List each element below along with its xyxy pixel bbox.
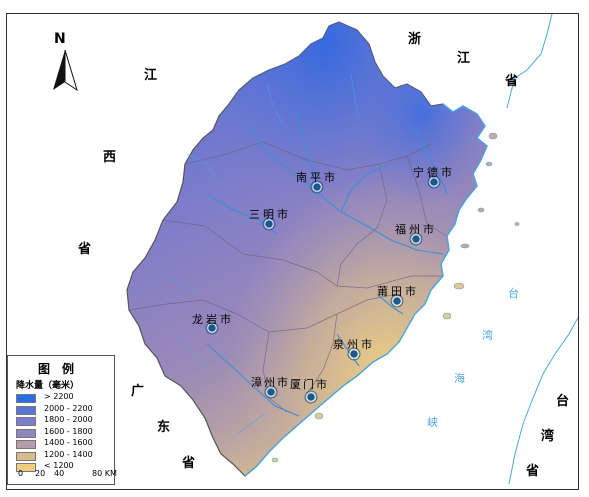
province-label-jiangxi-2: 西 — [103, 150, 117, 165]
north-label: N — [54, 31, 66, 47]
legend-swatch — [16, 451, 36, 461]
city-label-nanping: 南平市 — [296, 171, 338, 184]
city-marker-xiamen — [306, 392, 316, 402]
coastline — [244, 103, 488, 477]
legend-row: 1600 - 1800 — [16, 426, 112, 439]
city-marker-putian — [392, 296, 402, 306]
city-marker-zhangzhou — [266, 387, 276, 397]
city-label-ningde: 宁德市 — [413, 166, 455, 179]
zhejiang-coastline — [506, 14, 553, 109]
city-marker-longyan — [207, 323, 217, 333]
legend-label: 2000 - 2200 — [44, 403, 93, 413]
legend-swatch — [16, 417, 36, 426]
province-label-zhejiang-2: 江 — [457, 51, 471, 66]
city-marker-sanming — [264, 219, 274, 229]
province-label-taiwan-3: 省 — [526, 464, 540, 479]
legend-subtitle: 降水量（毫米） — [16, 381, 80, 391]
coastal-islands — [271, 132, 520, 463]
province-label-zhejiang-1: 浙 — [408, 32, 422, 47]
legend-swatch — [16, 428, 36, 438]
legend-label: 1200 - 1400 — [44, 449, 93, 459]
legend-row: > 2200 — [16, 392, 112, 404]
map-canvas — [13, 14, 578, 485]
city-marker-quanzhou — [349, 349, 359, 359]
legend-row: 2000 - 2200 — [16, 403, 112, 416]
legend-row: 1200 - 1400 — [16, 449, 112, 462]
taiwan-coastline — [508, 316, 578, 485]
city-label-zhangzhou: 漳州市 — [251, 376, 290, 389]
sea-label-3: 海 — [454, 372, 465, 385]
province-label-jiangxi-3: 省 — [78, 242, 92, 257]
scale-tick-0: 0 — [18, 469, 24, 478]
city-marker-ningde — [429, 177, 439, 187]
legend-row: < 1200 — [16, 461, 112, 473]
prefecture-boundaries — [128, 141, 448, 413]
city-label-xiamen: 厦门市 — [290, 378, 329, 391]
sea-label-1: 台 — [508, 287, 519, 300]
sea-label-4: 峡 — [427, 416, 438, 429]
city-label-quanzhou: 泉州市 — [333, 338, 375, 351]
city-markers — [207, 177, 439, 402]
province-label-taiwan-1: 台 — [556, 394, 570, 409]
province-label-guangdong-2: 东 — [157, 420, 171, 435]
scale-tick-20: 20 — [35, 469, 46, 478]
legend-title: 图例 — [37, 362, 86, 376]
legend-row: 1400 - 1600 — [16, 438, 112, 450]
scale-tick-40: 40 — [54, 469, 65, 478]
city-label-fuzhou: 福州市 — [395, 223, 437, 236]
scale-tick-80km: 80 KM — [92, 469, 117, 478]
legend-swatch — [16, 394, 36, 403]
minor-rivers — [156, 73, 360, 435]
legend-row: 1800 - 2000 — [16, 415, 112, 427]
legend-swatch — [16, 463, 36, 472]
legend-label: < 1200 — [44, 461, 74, 470]
city-label-longyan: 龙岩市 — [192, 313, 234, 326]
map-legend: 图例 降水量（毫米） > 2200 2000 - 2200 1800 - 2000 1… — [7, 355, 115, 485]
city-marker-fuzhou — [411, 234, 421, 244]
north-arrow-icon — [53, 49, 78, 92]
province-label-guangdong-1: 广 — [131, 384, 145, 399]
province-label-taiwan-2: 湾 — [541, 429, 555, 444]
legend-label: 1600 - 1800 — [44, 426, 93, 436]
map-area — [6, 13, 579, 490]
province-label-jiangxi-1: 江 — [144, 68, 158, 83]
province-label-zhejiang-3: 省 — [505, 74, 519, 89]
city-label-putian: 莆田市 — [377, 285, 419, 298]
legend-label: > 2200 — [44, 392, 74, 401]
legend-label: 1400 - 1600 — [44, 438, 93, 447]
legend-label: 1800 - 2000 — [44, 415, 93, 424]
legend-swatch — [16, 405, 36, 415]
city-label-sanming: 三明市 — [249, 208, 291, 221]
sea-label-2: 湾 — [482, 329, 493, 342]
city-marker-nanping — [312, 182, 322, 192]
legend-swatch — [16, 440, 36, 449]
province-label-guangdong-3: 省 — [182, 456, 196, 471]
